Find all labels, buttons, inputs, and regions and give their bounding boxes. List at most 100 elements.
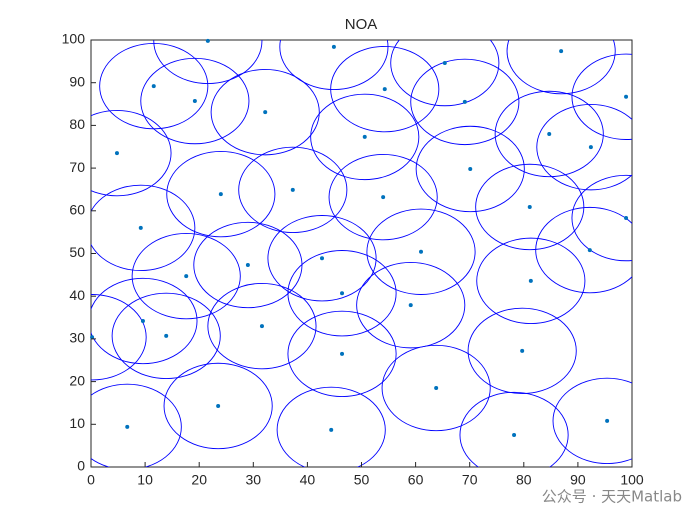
y-tick-label: 20 <box>69 372 85 388</box>
coverage-circle <box>410 58 520 146</box>
x-tick-label: 30 <box>246 472 262 488</box>
coverage-circle <box>475 163 585 251</box>
point <box>512 432 517 437</box>
point <box>340 291 345 296</box>
chart-title: NOA <box>345 16 378 33</box>
point <box>340 351 345 356</box>
coverage-circle <box>91 294 147 381</box>
coverage-circle <box>356 262 466 349</box>
coverage-circle <box>111 292 221 380</box>
x-tick-label: 40 <box>300 472 316 488</box>
y-tick-label: 100 <box>62 31 86 47</box>
point <box>90 335 95 340</box>
coverage-circle <box>267 215 377 302</box>
point <box>624 216 629 221</box>
point <box>125 424 130 429</box>
point <box>588 145 593 150</box>
point <box>527 204 532 209</box>
y-tick-label: 70 <box>69 159 85 175</box>
coverage-circle <box>238 146 348 234</box>
coverage-circle <box>536 104 632 191</box>
point <box>382 87 387 92</box>
point <box>434 386 439 391</box>
coverage-circle <box>390 40 500 107</box>
point <box>329 427 334 432</box>
point <box>245 263 250 268</box>
point <box>138 225 143 230</box>
coverage-circle <box>328 153 438 241</box>
coverage-circle <box>276 386 386 467</box>
coverage-circle <box>166 150 276 238</box>
coverage-circle <box>467 307 577 395</box>
coverage-circle <box>571 174 632 262</box>
point <box>216 403 221 408</box>
point <box>520 348 525 353</box>
coverage-layer <box>91 40 632 467</box>
point <box>320 256 325 261</box>
point <box>164 333 169 338</box>
coverage-circle <box>366 208 476 295</box>
point <box>218 192 223 197</box>
point <box>362 134 367 139</box>
point <box>381 195 386 200</box>
y-tick-label: 10 <box>69 415 85 431</box>
y-tick-label: 90 <box>69 73 85 89</box>
x-tick-label: 50 <box>354 472 370 488</box>
watermark: 公众号 · 天天Matlab <box>542 488 682 506</box>
coverage-circle <box>91 383 182 467</box>
x-tick-label: 100 <box>620 472 644 488</box>
x-tick-label: 20 <box>191 472 207 488</box>
coverage-circle <box>571 53 632 140</box>
coverage-circle <box>91 184 196 272</box>
point <box>259 324 264 329</box>
coverage-circle <box>131 232 241 320</box>
coverage-circle <box>287 310 397 397</box>
coverage-circle <box>381 344 491 432</box>
point <box>624 94 629 99</box>
x-tick-label: 70 <box>462 472 478 488</box>
point <box>547 131 552 136</box>
point-layer <box>90 38 629 437</box>
y-tick-label: 80 <box>69 116 85 132</box>
point <box>263 110 268 115</box>
coverage-circle <box>415 125 525 213</box>
coverage-circle <box>91 277 198 365</box>
coverage-circle <box>310 93 420 181</box>
point <box>559 49 564 54</box>
y-tick-label: 30 <box>69 330 85 346</box>
coverage-circle <box>459 391 569 467</box>
point <box>587 248 592 253</box>
point <box>331 44 336 49</box>
coverage-circle <box>552 377 632 465</box>
point <box>205 38 210 43</box>
coverage-circle <box>91 110 172 197</box>
point <box>605 418 610 423</box>
x-tick-label: 10 <box>137 472 153 488</box>
coverage-circle <box>476 237 586 324</box>
point <box>408 303 413 308</box>
point <box>419 249 424 254</box>
point <box>184 274 189 279</box>
point <box>192 99 197 104</box>
point <box>442 61 447 66</box>
coverage-circle <box>207 282 317 370</box>
point <box>151 84 156 89</box>
x-tick-label: 0 <box>87 472 95 488</box>
point <box>468 166 473 171</box>
coverage-circle <box>140 57 250 145</box>
coverage-circle <box>287 250 397 337</box>
y-tick-label: 0 <box>77 458 85 474</box>
point <box>462 99 467 104</box>
x-tick-label: 90 <box>570 472 586 488</box>
coverage-circle <box>163 362 273 450</box>
y-tick-label: 60 <box>69 202 85 218</box>
coverage-circle <box>330 45 440 133</box>
x-tick-label: 60 <box>408 472 424 488</box>
coverage-circle <box>494 90 604 178</box>
point <box>528 278 533 283</box>
coverage-circle <box>506 40 616 95</box>
point <box>140 318 145 323</box>
y-tick-label: 50 <box>69 244 85 260</box>
